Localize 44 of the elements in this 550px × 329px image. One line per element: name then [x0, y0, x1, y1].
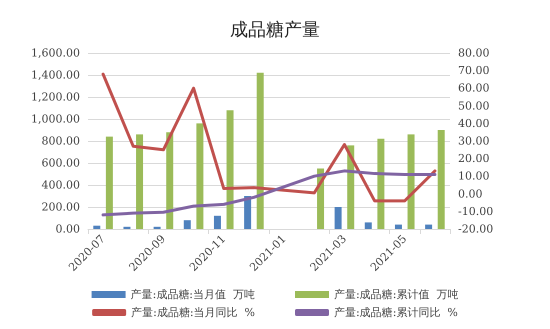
legend-label: 产量:成品糖:当月同比 % — [131, 306, 255, 319]
bar — [364, 222, 372, 229]
y2-tick-label: 40.00 — [458, 116, 490, 130]
legend-label: 产量:成品糖:累计值 万吨 — [334, 288, 458, 301]
y-tick-label: 200.00 — [42, 200, 80, 214]
bar — [377, 138, 384, 229]
y-tick-label: 800.00 — [42, 134, 80, 148]
bar — [244, 196, 252, 229]
y-tick-label: 1,400.00 — [31, 68, 80, 82]
y2-tick-label: 60.00 — [458, 82, 490, 95]
y2-tick-label: 80.00 — [458, 46, 490, 60]
y2-tick-label: -20.00 — [458, 222, 494, 236]
bar — [438, 130, 445, 229]
y2-tick-label: 50.00 — [458, 99, 490, 112]
bar — [106, 136, 113, 229]
y2-tick-label: 0.00 — [458, 187, 482, 200]
bar — [184, 220, 191, 229]
legend-label: 产量:成品糖:累计同比 % — [334, 306, 458, 319]
bar — [196, 123, 204, 229]
bar — [226, 110, 234, 229]
line-series — [102, 169, 436, 216]
line-series — [102, 72, 436, 202]
y2-tick-label: 70.00 — [458, 64, 490, 78]
bar — [425, 224, 432, 229]
bar — [166, 132, 174, 229]
y2-tick-label: 10.00 — [458, 170, 490, 183]
chart-title: 成品糖产量 — [230, 20, 320, 40]
bar — [93, 226, 100, 229]
bar — [408, 134, 415, 229]
bar — [334, 207, 342, 229]
y2-tick-label: 30.00 — [458, 134, 490, 148]
legend-label: 产量:成品糖:当月值 万吨 — [130, 288, 255, 301]
y-tick-label: 0.00 — [56, 222, 80, 236]
y-tick-label: 1,600.00 — [31, 46, 80, 60]
bar — [214, 216, 221, 229]
bar — [256, 72, 264, 229]
y-tick-label: 600.00 — [42, 156, 80, 170]
bar — [394, 224, 402, 229]
y2-tick-label: -10.00 — [458, 204, 494, 218]
y-tick-label: 1,000.00 — [31, 112, 80, 126]
y2-tick-label: 20.00 — [458, 152, 490, 166]
y-tick-label: 400.00 — [42, 178, 80, 192]
bar — [136, 134, 144, 229]
y-tick-label: 1,200.00 — [31, 90, 80, 104]
